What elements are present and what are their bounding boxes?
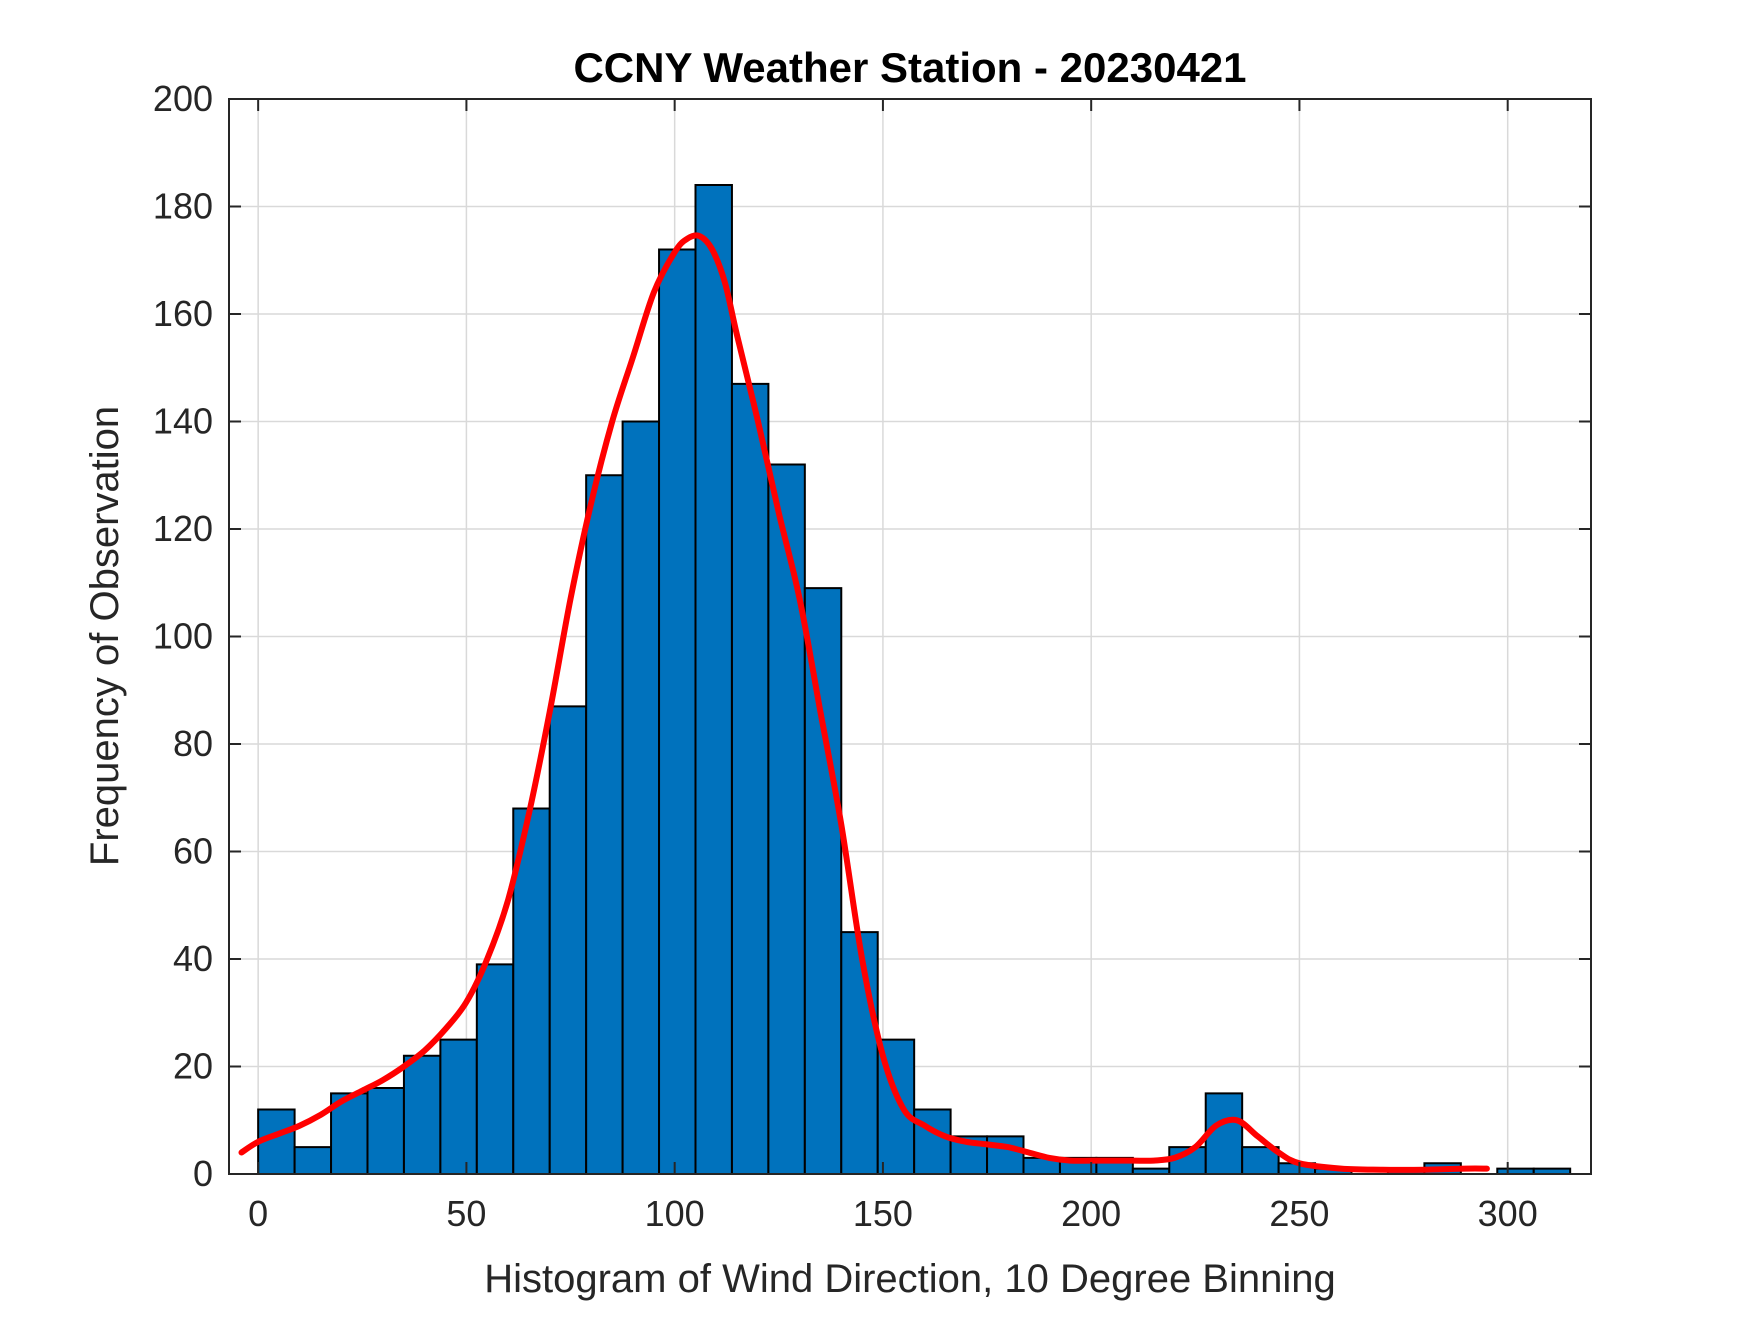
histogram-bar: [658, 248, 697, 1175]
y-tick-label: 40: [173, 938, 213, 979]
y-tick-label: 20: [173, 1046, 213, 1087]
y-tick-label: 180: [153, 186, 213, 227]
histogram-bar: [439, 1038, 478, 1175]
x-tick-label: 50: [446, 1193, 486, 1234]
x-tick-label: 200: [1061, 1193, 1121, 1234]
x-tick-label: 150: [853, 1193, 913, 1234]
histogram-bar: [840, 931, 879, 1175]
y-tick-label: 160: [153, 293, 213, 334]
x-tick-label: 100: [645, 1193, 705, 1234]
y-axis-label: Frequency of Observation: [83, 406, 127, 866]
histogram-bar: [730, 382, 770, 1175]
histogram-bar: [986, 1135, 1025, 1175]
x-axis-label: Histogram of Wind Direction, 10 Degree B…: [484, 1257, 1336, 1301]
y-tick-label: 140: [153, 401, 213, 442]
x-tick-label: 300: [1478, 1193, 1538, 1234]
histogram-bar: [767, 463, 806, 1175]
ticks-layer: [229, 98, 1591, 1175]
histogram-bar: [548, 705, 588, 1175]
histogram-bar: [366, 1087, 405, 1175]
histogram-bar: [913, 1108, 952, 1175]
histogram-bar: [803, 587, 843, 1175]
y-tick-label: 120: [153, 508, 213, 549]
y-tick-label: 80: [173, 723, 213, 764]
histogram-bar: [621, 420, 661, 1175]
histogram-bar: [585, 474, 624, 1175]
histogram-bar: [694, 184, 733, 1175]
x-tick-label: 250: [1269, 1193, 1329, 1234]
histogram-bar: [402, 1054, 442, 1175]
x-tick-label: 0: [248, 1193, 268, 1234]
y-tick-label: 0: [193, 1153, 213, 1194]
density-fit-curve: [238, 232, 1490, 1173]
histogram-bar: [475, 963, 515, 1175]
y-tick-label: 100: [153, 616, 213, 657]
histogram-bar: [293, 1146, 333, 1175]
y-tick-label: 200: [153, 78, 213, 119]
bars-layer: [257, 184, 1572, 1175]
y-tick-label: 60: [173, 831, 213, 872]
histogram-bar: [1204, 1092, 1244, 1175]
tick-labels-layer: 0 50 100 150 200 250 300 0 20 40 60 80 100 120 140 160 1…: [153, 78, 1538, 1234]
histogram-bar: [512, 807, 551, 1175]
axes-box: [228, 98, 1592, 1175]
chart-title: CCNY Weather Station - 20230421: [573, 44, 1246, 91]
